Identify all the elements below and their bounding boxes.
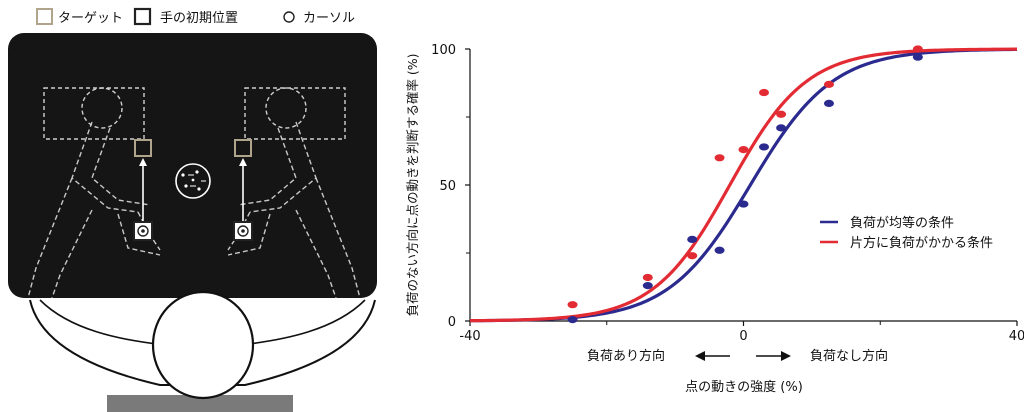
- target-legend-swatch: [36, 8, 53, 25]
- left-cursor-circle: [137, 225, 149, 237]
- right-target-square: [234, 139, 252, 157]
- data-point-series-1: [714, 154, 725, 162]
- fit-curve-series-1: [469, 47, 1018, 323]
- participant-head: [151, 290, 255, 400]
- legend-label-even-load: 負荷が均等の条件: [850, 215, 954, 231]
- data-point-series-1: [642, 273, 653, 282]
- table-pedestal: [107, 395, 293, 412]
- left-arm-outline: [39, 299, 166, 346]
- fit-curve-series-0: [469, 47, 1018, 323]
- data-point-series-0: [687, 235, 698, 243]
- apparatus-legend: ターゲット 手の初期位置 カーソル: [36, 7, 355, 26]
- apparatus-illustration: [8, 33, 377, 412]
- data-point-series-1: [738, 146, 749, 154]
- data-point-series-1: [567, 301, 578, 309]
- right-cursor-circle: [237, 225, 249, 237]
- x-axis-title: 点の動きの強度 (%): [685, 379, 803, 395]
- direction-left-arrowhead: [695, 351, 705, 361]
- data-point-series-0: [823, 99, 834, 107]
- cursor-legend-label: カーソル: [303, 11, 355, 26]
- left-target-square: [134, 139, 152, 157]
- left-target-circle: [81, 87, 123, 129]
- x-tick-label: 40: [1009, 329, 1024, 344]
- motion-stimulus: [175, 163, 211, 199]
- data-point-series-1: [823, 80, 834, 88]
- y-tick-label: 100: [431, 43, 456, 58]
- direction-left-label: 負荷あり方向: [587, 348, 665, 364]
- x-tick-label: -40: [459, 329, 480, 344]
- data-point-series-0: [776, 124, 787, 132]
- left-cursor-dot: [141, 229, 145, 233]
- direction-right-label: 負荷なし方向: [810, 348, 888, 364]
- y-tick-label: 50: [439, 179, 456, 194]
- hand-start-legend-label: 手の初期位置: [160, 11, 238, 26]
- right-arm-outline: [239, 299, 366, 346]
- workspace-screen: [8, 33, 377, 298]
- right-cursor-dot: [241, 229, 245, 233]
- data-point-series-1: [912, 45, 923, 53]
- data-point-series-0: [738, 200, 749, 208]
- right-reach-arrowhead: [239, 158, 247, 166]
- direction-right-arrowhead: [781, 351, 791, 361]
- y-tick-label: 0: [448, 315, 456, 330]
- legend-label-one-side-load: 片方に負荷がかかる条件: [850, 235, 993, 251]
- left-reach-arrowhead: [139, 158, 147, 166]
- data-point-series-1: [776, 110, 787, 118]
- left-target-zone: [43, 87, 145, 140]
- data-point-series-1: [687, 252, 698, 260]
- data-point-series-0: [567, 316, 578, 324]
- x-tick-label: 0: [739, 329, 747, 344]
- data-point-series-0: [642, 282, 653, 290]
- hand-start-legend-swatch: [133, 7, 152, 26]
- right-target-zone: [244, 87, 346, 140]
- data-point-series-0: [759, 143, 770, 151]
- data-point-series-0: [714, 246, 725, 254]
- cursor-legend-swatch: [283, 11, 295, 23]
- data-point-series-0: [912, 53, 923, 61]
- right-target-circle: [265, 87, 307, 129]
- data-point-series-1: [759, 88, 770, 97]
- target-legend-label: ターゲット: [58, 11, 123, 26]
- y-axis-title: 負荷のない方向に点の動きを判断する確率 (%): [405, 53, 420, 316]
